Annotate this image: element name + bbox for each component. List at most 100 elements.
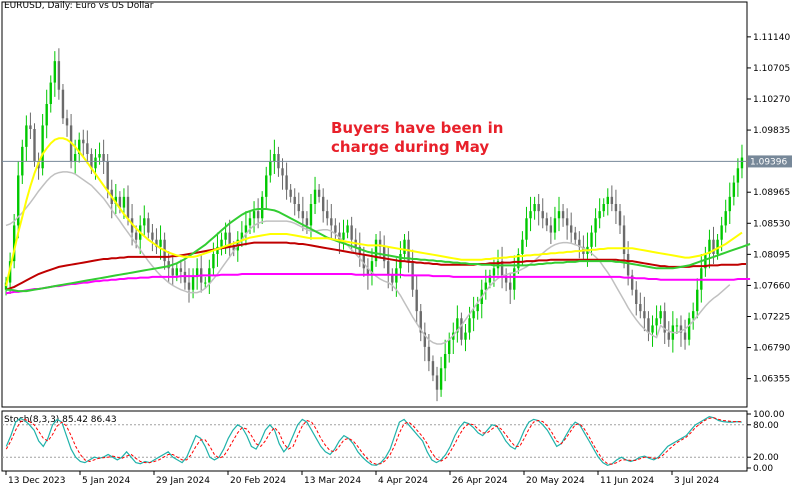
time-tick-label: 13 Dec 2023 xyxy=(8,476,66,485)
candle-body xyxy=(509,282,512,290)
price-tick-label: 1.08095 xyxy=(753,250,790,260)
candle-body xyxy=(114,196,118,204)
candle-body xyxy=(655,318,658,326)
candle-body xyxy=(204,282,207,284)
candle-body xyxy=(622,225,626,254)
candle-body xyxy=(578,239,581,247)
candle-body xyxy=(594,218,597,233)
time-tick-label: 26 Apr 2024 xyxy=(452,476,508,485)
candle-body xyxy=(41,125,44,169)
candle-body xyxy=(513,268,516,290)
candle-body xyxy=(464,332,467,340)
candle-body xyxy=(704,254,707,269)
candle-body xyxy=(626,254,630,276)
candle-body xyxy=(590,232,593,247)
candle-body xyxy=(293,196,296,204)
stoch-signal-line xyxy=(5,417,742,465)
candle-body xyxy=(545,218,549,226)
candle-body xyxy=(212,254,215,269)
candle-body xyxy=(151,232,154,240)
candle-body xyxy=(472,311,475,319)
candle-body xyxy=(248,218,252,226)
candle-body xyxy=(696,289,699,312)
ma-magenta-line xyxy=(5,273,751,295)
candle-body xyxy=(639,304,642,312)
candle-body xyxy=(362,254,366,269)
candle-body xyxy=(171,268,174,276)
candle-body xyxy=(525,218,528,240)
candle-body xyxy=(708,239,711,254)
candle-body xyxy=(240,232,244,240)
price-tick-label: 1.06355 xyxy=(753,375,790,385)
candle-body xyxy=(220,239,223,247)
candle-body xyxy=(561,211,565,219)
current-price-label: 1.09396 xyxy=(750,157,787,167)
candle-body xyxy=(651,325,654,333)
time-tick-label: 4 Apr 2024 xyxy=(378,476,428,485)
candle-body xyxy=(86,143,89,154)
candle-body xyxy=(610,196,614,204)
candle-body xyxy=(65,118,69,126)
candle-body xyxy=(167,261,170,269)
candle-body xyxy=(334,225,337,233)
ma-silver-line xyxy=(5,171,731,345)
candle-body xyxy=(191,275,195,290)
candle-body xyxy=(683,332,687,340)
candle-body xyxy=(45,104,48,126)
candle-body xyxy=(728,196,731,212)
candle-body xyxy=(659,311,662,319)
candle-body xyxy=(557,211,561,219)
candle-body xyxy=(273,154,276,162)
candle-body xyxy=(326,211,329,219)
main-pane xyxy=(1,1,748,408)
candle-body xyxy=(106,161,109,190)
candle-body xyxy=(179,268,183,272)
candle-body xyxy=(419,311,422,333)
candle-body xyxy=(439,368,443,390)
candle-body xyxy=(73,154,77,162)
candle-body xyxy=(675,325,679,327)
price-axis: 1.11140 1.10705 1.10270 1.09835 1.08965 1.085… xyxy=(747,33,792,385)
candle-body xyxy=(427,346,431,362)
candle-body xyxy=(716,239,719,254)
candle-body xyxy=(118,196,122,208)
candle-body xyxy=(370,261,374,276)
candle-body xyxy=(313,189,317,204)
candle-body xyxy=(155,239,158,247)
candle-body xyxy=(549,225,553,233)
main-pane-content xyxy=(2,48,751,402)
candle-body xyxy=(691,311,695,319)
candle-body xyxy=(252,211,256,219)
candle-body xyxy=(244,225,248,233)
candle-body xyxy=(301,211,305,219)
candle-body xyxy=(521,239,524,254)
candle-body xyxy=(565,218,569,226)
candle-body xyxy=(492,268,496,276)
candle-body xyxy=(305,218,309,226)
stochastic-label: Stoch(8,3,3) 85.42 86.43 xyxy=(4,415,117,425)
candle-body xyxy=(53,61,57,83)
candle-body xyxy=(423,332,427,347)
price-tick-label: 1.09835 xyxy=(753,126,790,136)
current-price-box xyxy=(748,155,792,168)
candle-body xyxy=(529,211,532,219)
candle-body xyxy=(537,204,540,212)
candle-body xyxy=(342,232,345,240)
stoch-tick-label: 20.00 xyxy=(753,453,779,463)
price-tick-label: 1.08965 xyxy=(753,188,790,198)
candle-body xyxy=(476,304,479,312)
candle-body xyxy=(598,211,601,219)
candle-body xyxy=(614,204,618,212)
candle-body xyxy=(256,211,260,219)
chart-title: EURUSD, Daily: Euro vs US Dollar xyxy=(4,1,154,11)
price-tick-label: 1.10270 xyxy=(753,95,790,105)
candle-body xyxy=(232,246,235,251)
price-tick-label: 1.06790 xyxy=(753,344,790,354)
candle-body xyxy=(533,204,536,212)
candle-body xyxy=(740,157,744,169)
ma-red-line xyxy=(5,241,746,291)
candle-body xyxy=(443,354,447,369)
candle-body xyxy=(17,175,20,226)
